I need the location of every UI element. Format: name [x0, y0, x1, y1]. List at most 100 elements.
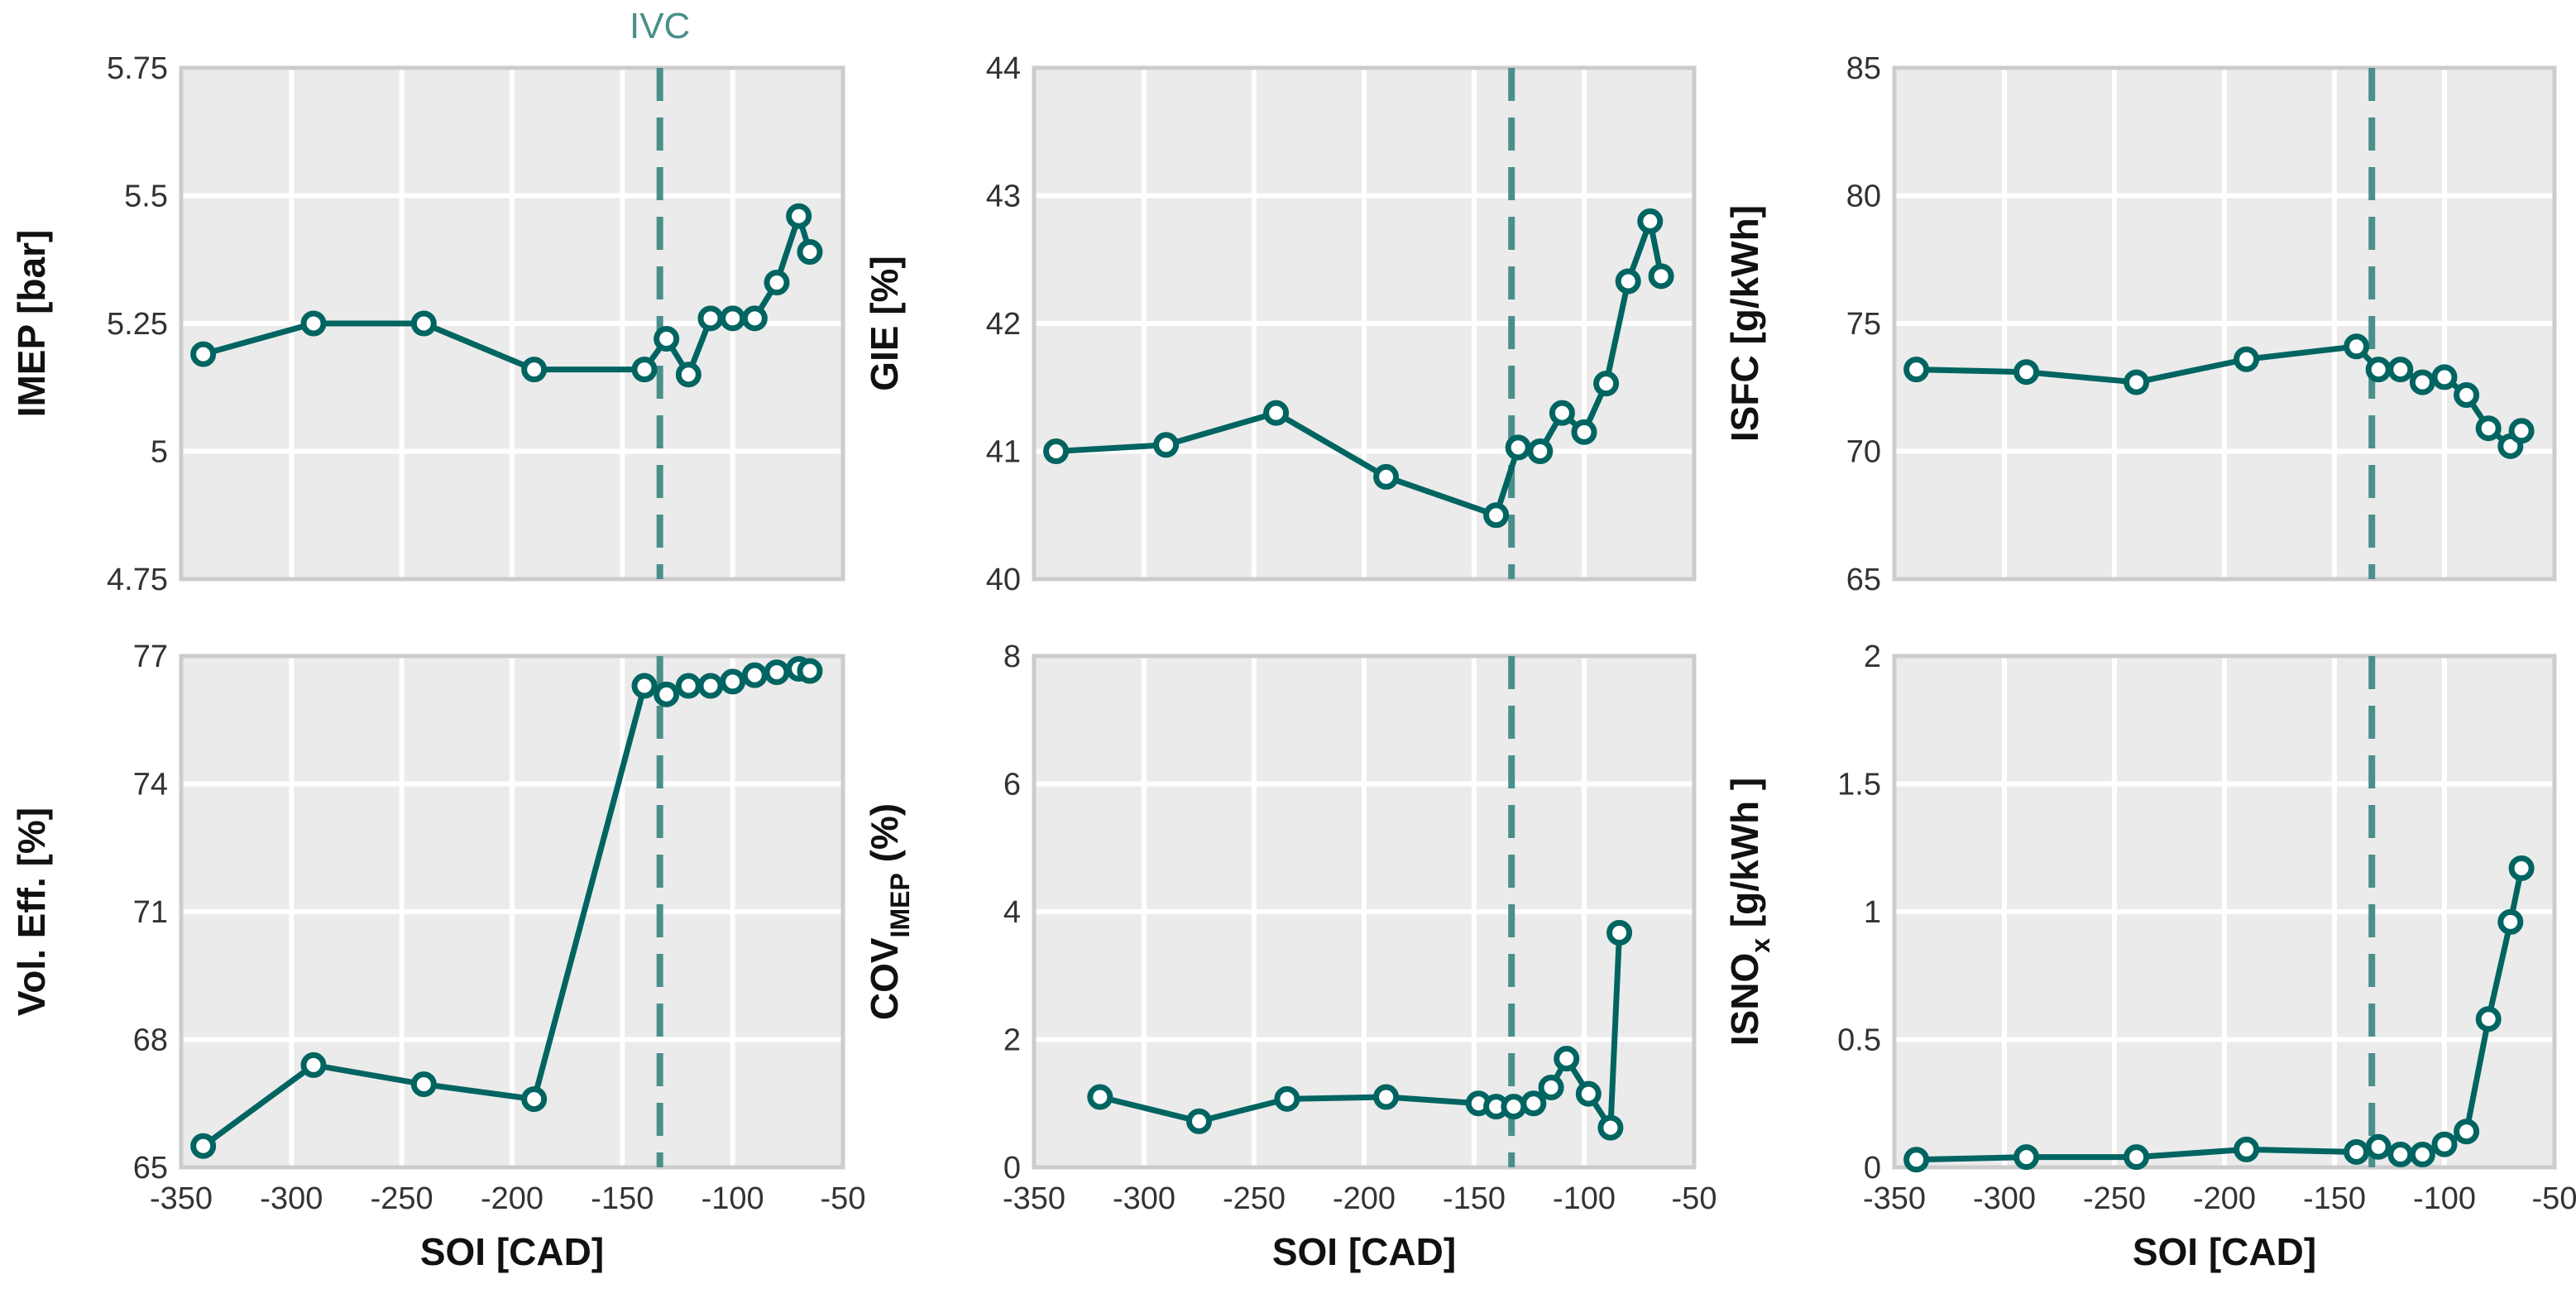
data-point [1153, 432, 1180, 458]
y-axis-label-main: GIE [%] [863, 256, 906, 391]
data-point [786, 203, 812, 229]
data-point [1527, 438, 1554, 464]
y-tick-label: 43 [986, 180, 1021, 214]
data-point [300, 1052, 327, 1078]
data-point [1593, 371, 1620, 397]
y-tick-label: 5.75 [107, 51, 168, 86]
x-tick-label: -150 [591, 1181, 654, 1216]
y-tick-label: 71 [133, 895, 168, 930]
data-point [1087, 1084, 1113, 1110]
data-point [631, 357, 658, 383]
data-point [2497, 908, 2524, 935]
data-point [764, 270, 790, 296]
y-axis-label-subscript: x [1745, 938, 1775, 953]
data-point [1274, 1085, 1300, 1112]
x-tick-label: -150 [2303, 1181, 2366, 1216]
y-tick-label: 0.5 [1837, 1023, 1881, 1058]
y-tick-label: 80 [1846, 180, 1881, 214]
plot-frame [179, 65, 845, 582]
data-point [2508, 855, 2535, 881]
x-tick-label: -50 [2532, 1181, 2576, 1216]
y-tick-label: 70 [1846, 435, 1881, 470]
y-tick-label: 2 [1864, 640, 1881, 674]
data-point [720, 305, 746, 332]
x-tick-label: -150 [1443, 1181, 1506, 1216]
plot-frame [1032, 654, 1697, 1170]
data-point [1903, 1147, 1930, 1173]
data-point [521, 357, 548, 383]
data-point [2409, 369, 2435, 395]
y-tick-label: 44 [986, 51, 1021, 86]
data-point [720, 668, 746, 695]
data-point [1373, 1084, 1400, 1110]
y-tick-label: 5.25 [107, 307, 168, 342]
y-axis-label: ISNOx [g/kWh ] [1723, 778, 1775, 1046]
chart-panel-2: 40 41 42 43 44 GIE [%] [863, 51, 1697, 597]
y-axis-label-subscript: IMEP [885, 873, 915, 937]
data-point [2387, 1142, 2414, 1168]
data-point [631, 673, 658, 699]
data-point [697, 305, 724, 332]
data-point [1186, 1108, 1212, 1134]
y-axis-label-main: Vol. Eff. [%] [10, 807, 53, 1016]
x-tick-label: -250 [1223, 1181, 1286, 1216]
data-point [190, 1133, 217, 1159]
x-tick-label: -250 [371, 1181, 433, 1216]
data-point [2508, 418, 2535, 444]
chart-panel-5: 0 2 4 6 8 -350 -300 -250 -200 -150 -100 -50 COVIMEP … [863, 640, 1717, 1273]
data-point [797, 658, 823, 684]
data-point [2124, 369, 2150, 395]
data-point [1505, 434, 1531, 461]
y-tick-label: 0 [1864, 1151, 1881, 1186]
data-point [741, 305, 768, 332]
data-point [2365, 357, 2392, 383]
x-axis-label: SOI [CAD] [2133, 1230, 2316, 1273]
data-point [697, 673, 724, 699]
x-tick-label: -350 [1863, 1181, 1926, 1216]
data-point [797, 238, 823, 265]
data-point [410, 1071, 437, 1098]
y-axis-label: ISFC [g/kWh] [1723, 205, 1766, 442]
data-point [1615, 268, 1641, 295]
x-tick-label: -350 [150, 1181, 213, 1216]
y-tick-label: 65 [133, 1151, 168, 1186]
y-axis-label-tail: (%) [863, 803, 906, 873]
y-axis-label: IMEP [bar] [10, 230, 53, 418]
data-point [1597, 1114, 1624, 1141]
data-point [521, 1086, 548, 1113]
x-tick-label: -300 [1113, 1181, 1175, 1216]
data-point [2431, 364, 2458, 390]
data-point [2454, 1119, 2480, 1145]
data-point [1648, 263, 1674, 290]
x-axis-label: SOI [CAD] [420, 1230, 604, 1273]
data-point [1501, 1094, 1527, 1120]
data-point [764, 659, 790, 686]
x-tick-label: -200 [1333, 1181, 1396, 1216]
y-axis-label-main: ISNO [1723, 953, 1766, 1046]
data-point [1263, 400, 1290, 426]
data-point [2344, 333, 2370, 360]
y-tick-label: 42 [986, 307, 1021, 342]
data-point [1043, 438, 1070, 464]
y-tick-label: 75 [1846, 307, 1881, 342]
y-tick-label: 4 [1003, 895, 1021, 930]
data-point [1575, 1080, 1602, 1107]
chart-panel-4: 65 68 71 74 77 -350 -300 -250 -200 -150 -100 -50 Vol… [10, 640, 865, 1273]
y-axis-label: GIE [%] [863, 256, 906, 391]
x-tick-label: -50 [821, 1181, 866, 1216]
data-point [1637, 208, 1664, 234]
data-point [675, 362, 701, 388]
y-tick-label: 8 [1003, 640, 1021, 674]
data-point [2409, 1142, 2435, 1168]
y-tick-label: 40 [986, 563, 1021, 597]
data-point [1373, 463, 1400, 490]
y-tick-label: 65 [1846, 563, 1881, 597]
data-point [2387, 357, 2414, 383]
x-tick-label: -200 [2193, 1181, 2256, 1216]
data-point [2234, 346, 2260, 372]
x-tick-label: -300 [260, 1181, 323, 1216]
data-point [2013, 1144, 2040, 1171]
plot-frame [1892, 654, 2557, 1170]
data-point [654, 326, 680, 352]
